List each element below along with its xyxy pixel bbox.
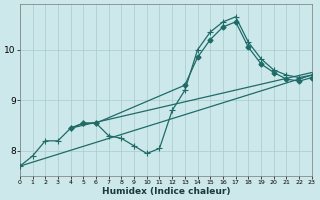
X-axis label: Humidex (Indice chaleur): Humidex (Indice chaleur)	[101, 187, 230, 196]
